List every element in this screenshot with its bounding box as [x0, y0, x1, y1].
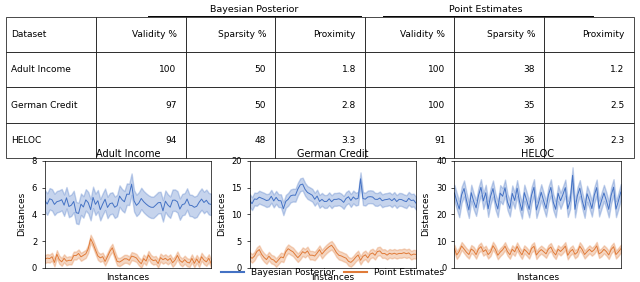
Text: Bayesian Posterior: Bayesian Posterior — [210, 5, 298, 14]
Text: Point Estimates: Point Estimates — [449, 5, 523, 14]
Title: Adult Income: Adult Income — [96, 149, 160, 158]
Y-axis label: Distances: Distances — [422, 192, 431, 236]
Title: HELOC: HELOC — [521, 149, 554, 158]
Title: German Credit: German Credit — [297, 149, 369, 158]
X-axis label: Instances: Instances — [516, 274, 559, 282]
X-axis label: Instances: Instances — [106, 274, 150, 282]
X-axis label: Instances: Instances — [311, 274, 355, 282]
Y-axis label: Distances: Distances — [17, 192, 26, 236]
Y-axis label: Distances: Distances — [217, 192, 226, 236]
Legend: Bayesian Posterior, Point Estimates: Bayesian Posterior, Point Estimates — [218, 264, 448, 280]
